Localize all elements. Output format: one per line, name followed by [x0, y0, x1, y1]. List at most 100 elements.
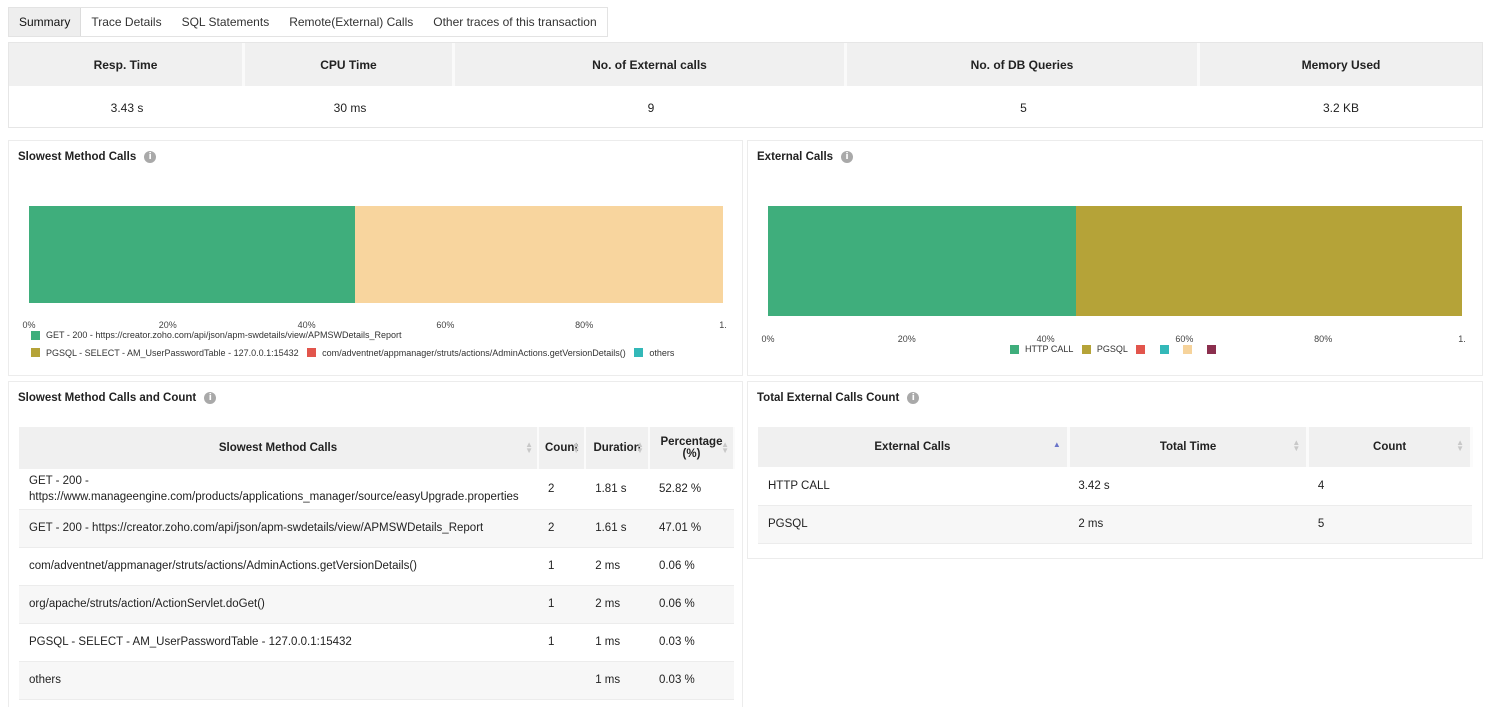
sort-icon: ▲ ▼ [721, 440, 729, 455]
tick-label: 40% [297, 320, 316, 330]
column-header-duration[interactable]: Duration ▲ ▼ [585, 427, 650, 469]
sort-icon: ▲ ▼ [572, 440, 581, 455]
tick-label: 0% [22, 320, 36, 330]
duration-cell: 1.61 s [585, 509, 649, 548]
total-external-calls-panel: Total External Calls Count i External Ca… [747, 381, 1483, 559]
table-row: others 1 ms 0.03 % [19, 661, 734, 700]
legend-swatch [1136, 344, 1146, 354]
external-calls-chart [768, 206, 1462, 316]
summary-value: 3.2 KB [1322, 100, 1360, 115]
slowest-method-calls-chart [29, 206, 723, 303]
column-header-calls[interactable]: Slowest Method Calls ▲ ▼ [19, 427, 539, 469]
external-call-name: PGSQL [758, 505, 1069, 544]
table-row: com/adventnet/appmanager/struts/actions/… [19, 547, 734, 586]
tick-label: 80% [1314, 334, 1333, 344]
table-row: HTTP CALL 3.42 s 4 [758, 467, 1472, 506]
column-header-external-calls[interactable]: External Calls ▲ [758, 427, 1070, 467]
legend-item[interactable]: PGSQL [1081, 341, 1128, 357]
legend-item[interactable] [1159, 344, 1175, 354]
sort-icon: ▲ ▼ [525, 440, 533, 455]
summary-header: CPU Time [245, 43, 455, 86]
tick-label: 0% [761, 334, 775, 344]
duration-cell: 1 ms [585, 623, 649, 662]
info-icon[interactable]: i [907, 392, 920, 404]
count-cell: 1 [538, 547, 586, 586]
bar-segment[interactable] [1076, 206, 1462, 316]
duration-cell: 2 ms [585, 585, 649, 624]
summary-header: No. of DB Queries [847, 43, 1200, 86]
total-time-cell: 2 ms [1068, 505, 1308, 544]
tab-sql-statements[interactable]: SQL Statements [181, 15, 270, 29]
table-row: PGSQL - SELECT - AM_UserPasswordTable - … [19, 623, 734, 662]
count-cell: 1 [538, 623, 586, 662]
external-calls-panel: External Calls i 0% 20% 40% 60% 80% 1. H… [747, 140, 1483, 376]
legend-item[interactable]: GET - 200 - https://creator.zoho.com/api… [31, 327, 401, 343]
legend-item[interactable]: com/adventnet/appmanager/struts/actions/… [307, 345, 626, 361]
x-axis: 0% 20% 40% 60% 80% 1. [761, 334, 1465, 346]
tick-label: 80% [575, 320, 594, 330]
info-icon[interactable]: i [204, 392, 217, 404]
legend-item[interactable] [1206, 344, 1222, 354]
summary-table: Resp. Time CPU Time No. of External call… [8, 42, 1483, 128]
method-call: PGSQL - SELECT - AM_UserPasswordTable - … [19, 623, 538, 662]
tab-bar: Summary Trace Details SQL Statements Rem… [8, 7, 608, 37]
total-time-cell: 3.42 s [1068, 467, 1308, 506]
legend-swatch [1010, 344, 1019, 354]
legend-swatch [634, 348, 644, 357]
slowest-method-calls-panel: Slowest Method Calls i 0% 20% 40% 60% 80… [8, 140, 743, 376]
duration-cell: 1.81 s [585, 469, 649, 510]
panel-title: External Calls [757, 151, 834, 163]
chart-legend: GET - 200 - https://creator.zoho.com/api… [31, 327, 731, 362]
panel-title: Total External Calls Count [757, 392, 900, 404]
method-call: GET - 200 - https://www.manageengine.com… [19, 469, 538, 510]
tab-trace-details[interactable]: Trace Details [91, 15, 162, 29]
method-call: org/apache/struts/action/ActionServlet.d… [19, 585, 538, 624]
legend-swatch [1183, 344, 1193, 354]
summary-header: Resp. Time [9, 43, 245, 86]
summary-header: No. of External calls [455, 43, 847, 86]
summary-value: 9 [647, 100, 655, 115]
count-cell: 5 [1307, 505, 1472, 544]
column-header-count[interactable]: Count ▲ ▼ [1307, 427, 1473, 467]
bar-segment[interactable] [768, 206, 1077, 316]
panel-title: Slowest Method Calls and Count [18, 392, 197, 404]
bar-segment[interactable] [355, 206, 723, 303]
slowest-method-calls-table: Slowest Method Calls ▲ ▼ Count ▲ ▼ Duration ▲… [19, 427, 736, 700]
legend-item[interactable]: others [634, 345, 674, 361]
column-header-count[interactable]: Count ▲ ▼ [538, 427, 587, 469]
tick-label: 1. [719, 320, 727, 330]
info-icon[interactable]: i [144, 151, 157, 163]
tick-label: 60% [1175, 334, 1194, 344]
legend-swatch [31, 330, 40, 340]
tick-label: 40% [1036, 334, 1055, 344]
tick-label: 20% [158, 320, 177, 330]
legend-item[interactable] [1136, 344, 1151, 354]
tab-summary[interactable]: Summary [9, 8, 82, 36]
external-call-name: HTTP CALL [758, 467, 1069, 506]
column-header-percentage[interactable]: Percentage (%) ▲ ▼ [648, 427, 736, 469]
count-cell [538, 661, 586, 700]
sort-icon: ▲ ▼ [1292, 438, 1301, 453]
bar-segment[interactable] [29, 206, 356, 303]
summary-header: Memory Used [1301, 57, 1381, 72]
legend-item[interactable]: HTTP CALL [1010, 341, 1073, 357]
column-header-total-time[interactable]: Total Time ▲ ▼ [1068, 427, 1310, 467]
sort-icon: ▲ ▼ [1456, 438, 1464, 453]
percentage-cell: 0.06 % [648, 585, 734, 624]
table-row: PGSQL 2 ms 5 [758, 505, 1472, 544]
summary-value: 5 [1020, 100, 1027, 115]
legend-swatch [31, 348, 40, 357]
legend-item[interactable] [1183, 344, 1198, 354]
count-cell: 1 [538, 585, 586, 624]
legend-item[interactable]: PGSQL - SELECT - AM_UserPasswordTable - … [31, 345, 299, 361]
tab-remote-calls[interactable]: Remote(External) Calls [289, 15, 414, 29]
duration-cell: 1 ms [585, 661, 649, 700]
tab-other-traces[interactable]: Other traces of this transaction [433, 15, 597, 29]
percentage-cell: 47.01 % [648, 509, 734, 548]
table-row: org/apache/struts/action/ActionServlet.d… [19, 585, 734, 624]
duration-cell: 2 ms [585, 547, 649, 586]
chart-legend: HTTP CALL PGSQL [1010, 341, 1228, 359]
info-icon[interactable]: i [841, 151, 854, 163]
summary-value: 30 ms [333, 100, 367, 115]
percentage-cell: 0.03 % [648, 661, 734, 700]
